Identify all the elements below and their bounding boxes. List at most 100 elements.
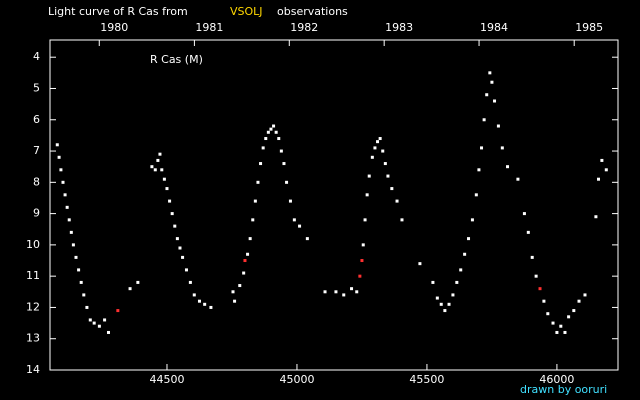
point	[248, 237, 252, 241]
point	[160, 168, 164, 172]
point	[184, 268, 188, 272]
point	[274, 130, 278, 134]
point	[559, 324, 563, 328]
point	[150, 165, 154, 169]
point	[77, 268, 81, 272]
point	[188, 280, 192, 284]
point	[376, 140, 380, 144]
point	[261, 146, 265, 150]
point	[355, 290, 359, 294]
point	[285, 180, 289, 184]
x2-tick-label: 1983	[385, 21, 413, 34]
point	[203, 302, 207, 306]
point	[175, 237, 179, 241]
point	[480, 146, 484, 150]
point	[259, 162, 263, 166]
point	[390, 187, 394, 191]
point	[246, 252, 250, 256]
point	[447, 302, 451, 306]
chart-title: Light curve of R Cas from	[48, 5, 188, 18]
point	[567, 315, 571, 319]
point	[65, 205, 69, 209]
point	[74, 255, 78, 259]
point	[181, 255, 185, 259]
point	[463, 252, 467, 256]
point	[365, 193, 369, 197]
x2-tick-label: 1981	[195, 21, 223, 34]
point	[63, 193, 67, 197]
point	[577, 299, 581, 303]
point	[192, 293, 196, 297]
point	[522, 212, 526, 216]
x2-tick-label: 1982	[290, 21, 318, 34]
point	[546, 312, 550, 316]
point	[572, 309, 576, 313]
point	[496, 124, 500, 128]
point	[277, 137, 281, 141]
point	[363, 218, 367, 222]
title-highlight: VSOLJ	[230, 5, 263, 18]
point	[467, 237, 471, 241]
x-tick-label: 45000	[279, 373, 314, 386]
point	[526, 230, 530, 234]
point	[59, 168, 63, 172]
y-tick-label: 6	[33, 113, 40, 126]
point	[156, 158, 160, 162]
point	[538, 287, 542, 291]
point	[604, 168, 608, 172]
point	[128, 287, 132, 291]
point	[530, 255, 534, 259]
point	[97, 324, 101, 328]
y-tick-label: 8	[33, 175, 40, 188]
point	[251, 218, 255, 222]
point	[243, 259, 247, 263]
point	[431, 280, 435, 284]
point	[272, 124, 276, 128]
point	[381, 149, 385, 153]
point	[455, 280, 459, 284]
point	[256, 180, 260, 184]
x2-tick-label: 1980	[100, 21, 128, 34]
plot-frame	[49, 39, 619, 371]
point	[470, 218, 474, 222]
point	[342, 293, 346, 297]
point	[542, 299, 546, 303]
point	[298, 224, 302, 228]
x-tick-label: 46000	[539, 373, 574, 386]
point	[506, 165, 510, 169]
x-tick-label: 44500	[149, 373, 184, 386]
point	[360, 259, 364, 263]
point	[173, 224, 177, 228]
point	[170, 212, 174, 216]
point	[373, 146, 377, 150]
point	[600, 158, 604, 162]
point	[103, 318, 107, 322]
point	[67, 218, 71, 222]
point	[71, 243, 75, 247]
point	[136, 280, 140, 284]
y-tick-label: 12	[26, 300, 40, 313]
point	[516, 177, 520, 181]
point	[534, 274, 538, 278]
point	[88, 318, 92, 322]
point	[168, 199, 172, 203]
point	[106, 330, 110, 334]
point	[400, 218, 404, 222]
point	[485, 93, 489, 97]
y-tick-label: 13	[26, 332, 40, 345]
point	[435, 296, 439, 300]
point	[378, 137, 382, 141]
title-end: observations	[277, 5, 348, 18]
point	[85, 305, 89, 309]
point	[165, 187, 169, 191]
point	[482, 118, 486, 122]
point	[493, 99, 497, 103]
point	[288, 199, 292, 203]
point	[57, 155, 61, 159]
point	[242, 271, 246, 275]
point	[583, 293, 587, 297]
point	[231, 290, 235, 294]
x2-tick-label: 1985	[575, 21, 603, 34]
point	[116, 309, 120, 313]
